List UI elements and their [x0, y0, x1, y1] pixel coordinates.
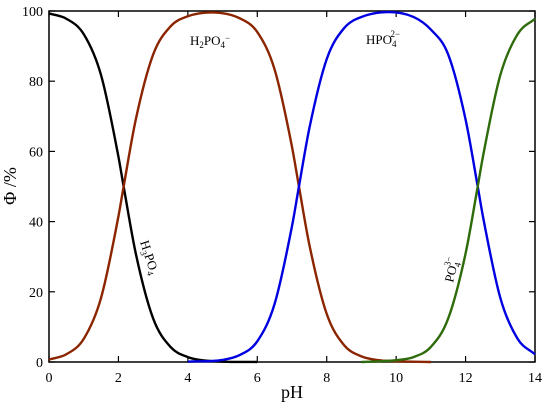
- plot-frame: [48, 10, 536, 363]
- h2po4-curve: [48, 11, 431, 364]
- hpo4-curve: [187, 10, 536, 363]
- y-axis-title: Φ /%: [0, 167, 20, 205]
- x-tick-label: 6: [254, 371, 261, 386]
- x-tick-label: 10: [389, 371, 403, 386]
- y-tick-label: 0: [36, 356, 43, 371]
- y-tick-label: 80: [29, 75, 43, 90]
- series-lines: [48, 10, 536, 364]
- label-po4: PO43−: [438, 255, 463, 284]
- po4-curve: [361, 17, 536, 364]
- y-tick-label: 100: [22, 5, 43, 20]
- label-h3po4: H3PO4: [135, 238, 162, 277]
- y-tick-label: 20: [29, 286, 43, 301]
- x-tick-label: 2: [115, 371, 122, 386]
- x-tick-label: 14: [528, 371, 542, 386]
- label-h2po4: H2PO4−: [190, 33, 230, 50]
- x-tick-label: 8: [323, 371, 330, 386]
- y-tick-label: 60: [29, 145, 43, 160]
- y-tick-label: 40: [29, 216, 43, 231]
- h3po4-curve: [48, 12, 258, 364]
- axis-ticks: 0 2 4 6 8 10 12 14 0 20 40 60 80 100: [22, 5, 542, 386]
- x-axis-title: pH: [281, 382, 303, 402]
- plot-area: 0 2 4 6 8 10 12 14 0 20 40 60 80 100 H3PO4 H2PO4− HPO42…: [22, 5, 542, 386]
- x-tick-label: 4: [184, 371, 191, 386]
- label-hpo4: HPO42−: [366, 29, 400, 49]
- x-tick-label: 0: [46, 371, 53, 386]
- x-tick-label: 12: [459, 371, 473, 386]
- series-labels: H3PO4 H2PO4− HPO42− PO43−: [135, 29, 463, 284]
